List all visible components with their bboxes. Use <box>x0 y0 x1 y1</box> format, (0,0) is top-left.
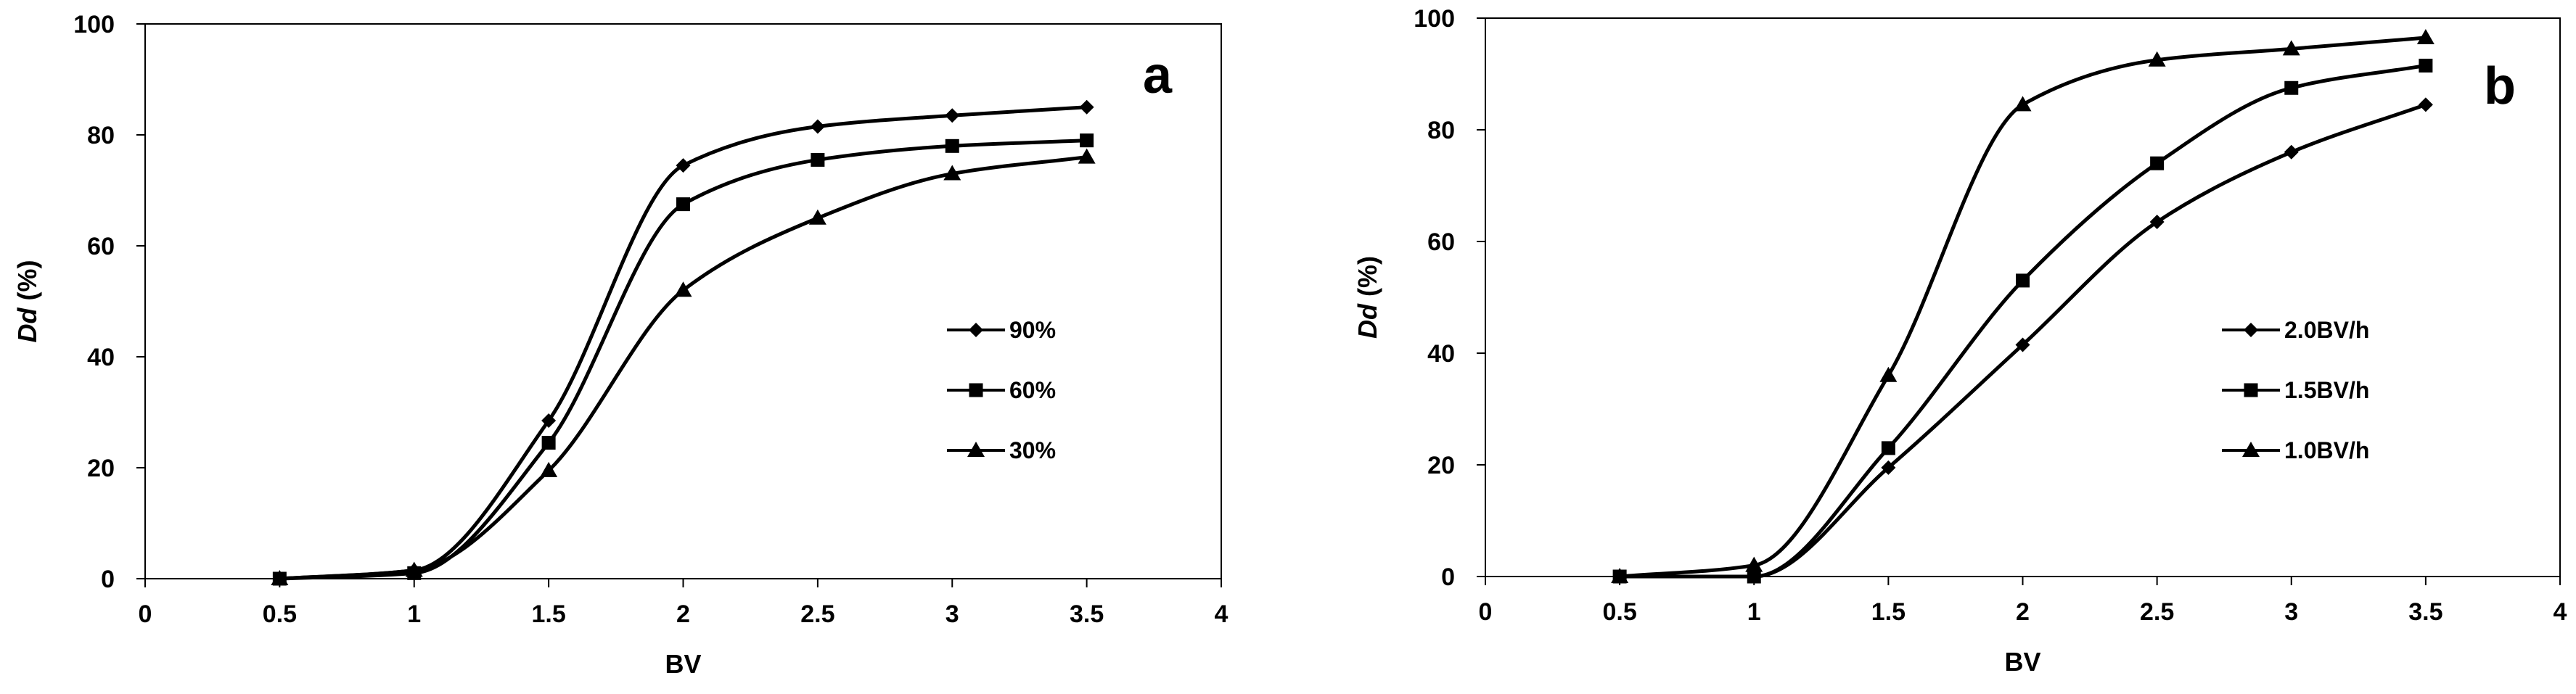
data-point-square <box>1881 441 1895 455</box>
data-point-diamond <box>1079 99 1094 115</box>
panel-letter: b <box>2484 57 2516 115</box>
data-point-diamond <box>1881 460 1896 475</box>
data-point-triangle <box>2148 51 2166 67</box>
x-tick-label: 0.5 <box>263 600 297 628</box>
y-axis-title-italic: Dd <box>12 307 42 343</box>
data-point-triangle <box>2416 28 2435 44</box>
data-point-square <box>1080 133 1094 148</box>
data-point-square <box>2419 58 2433 73</box>
legend-label: 30% <box>1009 437 1056 463</box>
data-point-triangle <box>540 461 558 477</box>
data-point-square <box>2016 273 2030 288</box>
legend-label: 90% <box>1009 317 1056 343</box>
x-tick-label: 1 <box>1747 598 1761 626</box>
x-tick-label: 3 <box>946 600 959 628</box>
x-tick-label: 0 <box>139 600 152 628</box>
data-point-diamond <box>945 108 960 123</box>
y-tick-label: 100 <box>73 11 115 38</box>
x-tick-label: 2 <box>676 600 690 628</box>
data-point-diamond <box>676 158 691 173</box>
y-tick-label: 100 <box>1414 5 1455 33</box>
series-line <box>277 105 1089 581</box>
x-tick-label: 0 <box>1479 598 1493 626</box>
data-point-diamond <box>2149 215 2165 230</box>
legend-label: 60% <box>1009 377 1056 403</box>
data-point-triangle <box>405 561 423 577</box>
x-tick-label: 0.5 <box>1602 598 1636 626</box>
x-tick-label: 1 <box>407 600 421 628</box>
series-line <box>1617 36 2428 579</box>
data-point-triangle <box>943 165 961 181</box>
y-tick-label: 80 <box>87 122 115 149</box>
data-point-diamond <box>541 413 557 428</box>
legend-marker-diamond <box>969 323 983 337</box>
y-axis-title: Dd (%) <box>12 260 42 343</box>
y-tick-label: 0 <box>101 566 115 593</box>
y-tick-label: 60 <box>1427 228 1455 256</box>
legend-label: 1.5BV/h <box>2284 377 2369 403</box>
y-tick-label: 80 <box>1427 117 1455 144</box>
series-square <box>1612 58 2433 584</box>
data-point-triangle <box>1611 568 1629 583</box>
panel-letter: a <box>1143 46 1173 104</box>
legend-marker-triangle <box>967 442 985 457</box>
data-point-square <box>1747 569 1761 584</box>
legend-marker-square <box>969 383 983 397</box>
series-triangle <box>271 148 1096 585</box>
data-point-triangle <box>271 570 289 585</box>
y-tick-label: 20 <box>1427 452 1455 479</box>
y-tick-label: 60 <box>87 233 115 260</box>
y-axis-title-unit: (%) <box>12 260 42 308</box>
data-point-triangle <box>2282 40 2300 56</box>
data-point-square <box>945 139 959 153</box>
series-triangle <box>1611 28 2435 583</box>
y-tick-label: 40 <box>1427 340 1455 368</box>
x-tick-label: 2.5 <box>2140 598 2174 626</box>
y-tick-label: 40 <box>87 344 115 371</box>
series-square <box>272 133 1094 586</box>
legend-marker-square <box>2244 383 2258 397</box>
data-point-triangle <box>2014 96 2032 112</box>
y-tick-label: 20 <box>87 455 115 482</box>
x-axis-title: BV <box>665 649 701 679</box>
legend-label: 1.0BV/h <box>2284 437 2369 463</box>
legend-marker-triangle <box>2242 442 2260 457</box>
data-point-square <box>811 152 825 167</box>
y-axis-title-italic: Dd <box>1353 303 1382 339</box>
y-tick-label: 0 <box>1441 563 1455 591</box>
series-diamond <box>272 99 1094 586</box>
data-point-diamond <box>2418 97 2433 112</box>
data-point-triangle <box>1745 556 1763 572</box>
data-point-square <box>2284 80 2299 95</box>
y-axis-title: Dd (%) <box>1353 256 1382 339</box>
x-tick-label: 4 <box>2554 598 2567 626</box>
legend-label: 2.0BV/h <box>2284 317 2369 343</box>
data-point-triangle <box>1078 148 1096 164</box>
x-tick-label: 3.5 <box>2408 598 2442 626</box>
data-point-triangle <box>1879 366 1898 382</box>
x-tick-label: 1.5 <box>531 600 565 628</box>
x-tick-label: 3 <box>2284 598 2298 626</box>
x-tick-label: 3.5 <box>1070 600 1104 628</box>
x-axis-title: BV <box>2004 647 2040 677</box>
y-axis-title-unit: (%) <box>1353 256 1382 304</box>
data-point-triangle <box>674 281 692 297</box>
series-line <box>277 155 1089 581</box>
x-tick-label: 1.5 <box>1871 598 1906 626</box>
data-point-diamond <box>2284 144 2299 160</box>
data-point-diamond <box>810 119 825 134</box>
data-point-square <box>2150 156 2165 170</box>
legend-marker-diamond <box>2244 323 2258 337</box>
data-point-diamond <box>2015 337 2030 352</box>
x-tick-label: 4 <box>1215 600 1228 628</box>
data-point-square <box>676 197 690 212</box>
x-tick-label: 2 <box>2016 598 2030 626</box>
data-point-square <box>541 436 556 450</box>
data-point-triangle <box>808 209 826 225</box>
x-tick-label: 2.5 <box>800 600 834 628</box>
